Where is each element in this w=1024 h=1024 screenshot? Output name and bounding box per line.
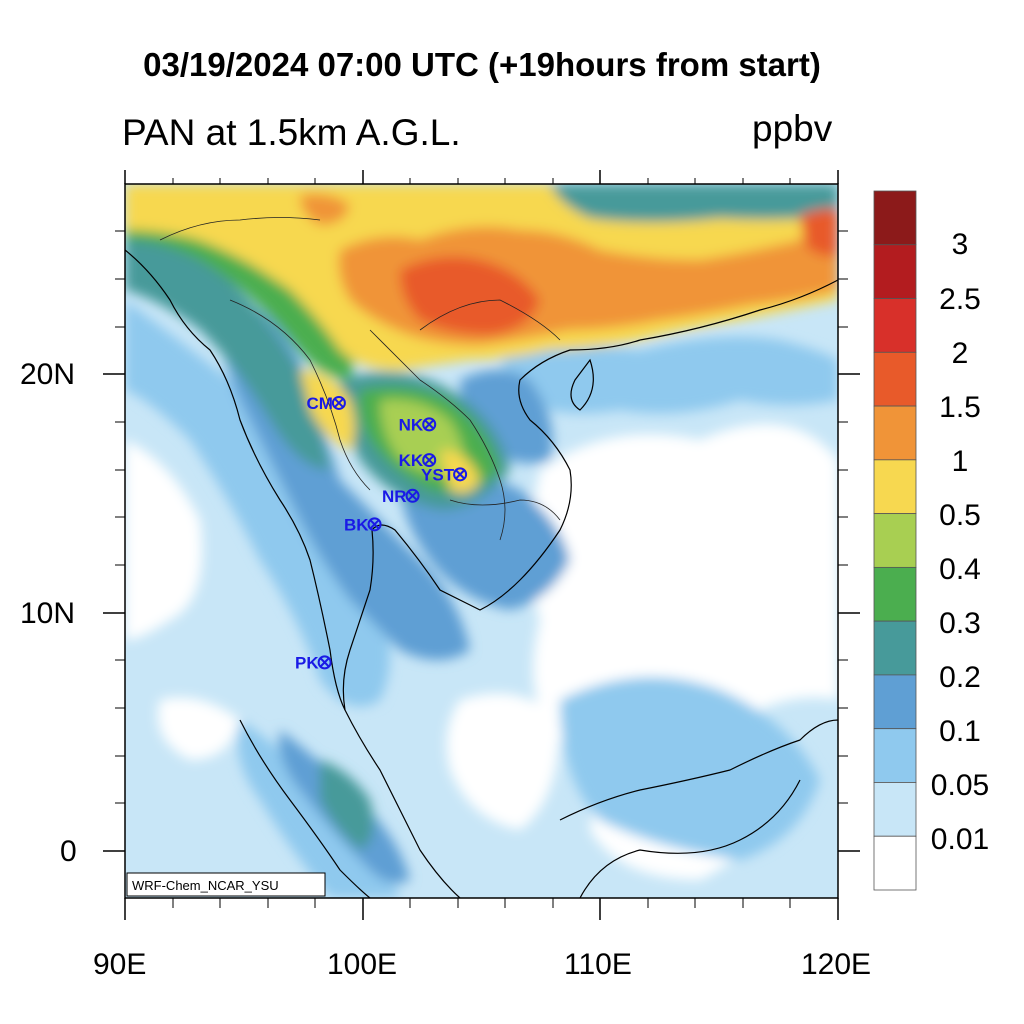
colorbar-label-0.01: 0.01 <box>930 823 990 856</box>
colorbar <box>873 190 917 891</box>
colorbar-swatch <box>873 782 917 837</box>
minor-ticks <box>115 178 848 908</box>
colorbar-label-0.5: 0.5 <box>939 499 981 532</box>
colorbar-swatch <box>873 298 917 353</box>
model-credit: WRF-Chem_NCAR_YSU <box>132 878 279 893</box>
station-bk: BK <box>344 515 382 534</box>
station-marker-cross <box>407 491 418 501</box>
colorbar-swatch <box>873 459 917 515</box>
colorbar-label-0.3: 0.3 <box>939 607 981 640</box>
station-marker-cross <box>319 657 330 668</box>
station-marker-icon <box>405 488 420 503</box>
x-tick-110E: 110E <box>564 948 632 981</box>
axis-ticks <box>103 170 860 920</box>
station-label: PK <box>295 653 319 672</box>
colorbar-label-0.1: 0.1 <box>939 715 981 748</box>
station-kk: KK <box>399 451 437 470</box>
x-tick-100E: 100E <box>327 948 398 981</box>
colorbar-swatch <box>873 244 917 299</box>
station-cm: CM <box>306 394 346 413</box>
station-marker-cross <box>369 519 380 530</box>
station-marker-cross <box>424 419 434 430</box>
colorbar-label-1: 1 <box>951 445 969 478</box>
station-label: CM <box>306 394 332 413</box>
colorbar-label-1.5: 1.5 <box>939 391 981 424</box>
colorbar-label-0.2: 0.2 <box>939 661 981 694</box>
main-title: 03/19/2024 07:00 UTC (+19hours from star… <box>143 46 821 83</box>
y-tick-20N: 20N <box>20 358 76 391</box>
concentration-field <box>125 184 838 898</box>
colorbar-swatch <box>873 405 917 461</box>
colorbar-swatch <box>873 674 917 730</box>
credit-box <box>126 872 326 897</box>
station-marker-icon <box>367 517 382 532</box>
station-marker-cross <box>334 398 344 408</box>
station-marker-cross <box>455 469 465 480</box>
units-label: ppbv <box>752 108 833 149</box>
station-label: NR <box>382 487 407 506</box>
station-nk: NK <box>399 415 437 434</box>
y-tick-10N: 10N <box>20 597 76 630</box>
variable-subtitle: PAN at 1.5km A.G.L. <box>122 112 461 153</box>
y-tick-0: 0 <box>60 835 77 868</box>
colorbar-label-0.05: 0.05 <box>930 769 990 802</box>
colorbar-label-2.5: 2.5 <box>939 283 981 316</box>
colorbar-swatch <box>873 513 917 568</box>
colorbar-swatch <box>873 620 917 676</box>
colorbar-swatch <box>873 566 917 622</box>
station-label: NK <box>399 415 424 434</box>
station-label: YST <box>421 465 455 484</box>
station-marker-icon <box>422 417 437 432</box>
station-marker-icon <box>331 395 346 410</box>
station-yst: YST <box>421 465 468 484</box>
colorbar-swatch <box>873 835 917 891</box>
station-marker-cross <box>424 455 434 465</box>
station-pk: PK <box>295 653 332 672</box>
coastlines <box>125 249 838 898</box>
country-borders <box>159 217 561 541</box>
colorbar-label-3: 3 <box>951 228 969 261</box>
station-label: BK <box>344 515 369 534</box>
colorbar-label-2: 2 <box>951 337 969 370</box>
x-tick-120E: 120E <box>801 948 872 981</box>
colorbar-label-0.4: 0.4 <box>939 553 981 586</box>
station-nr: NR <box>382 487 420 506</box>
station-label: KK <box>399 451 424 470</box>
map-frame <box>124 183 839 899</box>
colorbar-swatch <box>873 190 917 246</box>
station-marker-icon <box>422 453 437 468</box>
station-marker-icon <box>317 655 332 670</box>
station-marker-icon <box>453 467 468 482</box>
x-tick-90E: 90E <box>93 948 147 981</box>
